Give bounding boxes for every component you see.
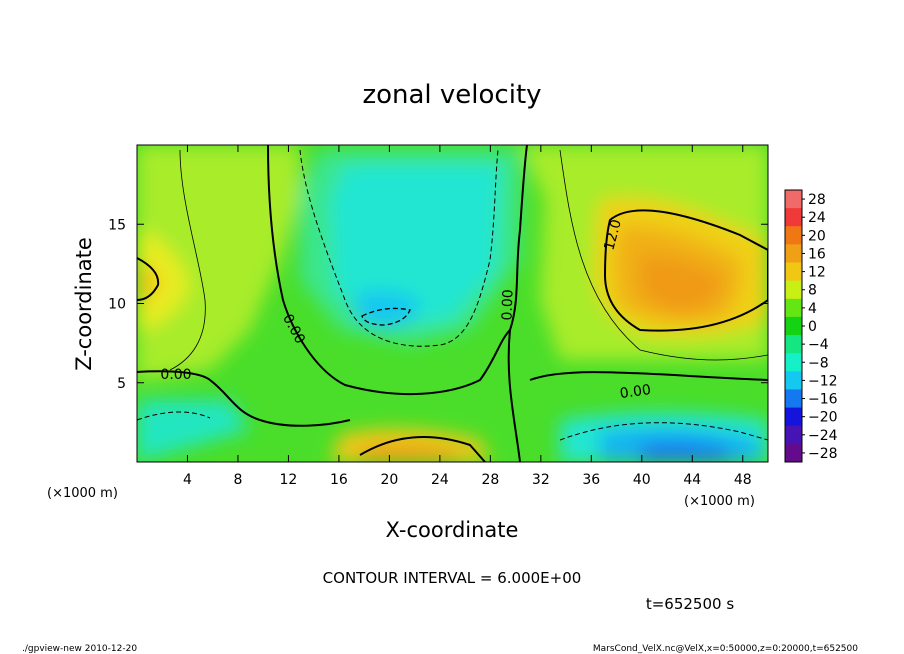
colorbar-swatch (785, 425, 802, 445)
colorbar-swatch (785, 316, 802, 336)
x-tick-label: 16 (330, 472, 348, 488)
colorbar-swatch (785, 389, 802, 409)
x-tick-label: 44 (683, 472, 701, 488)
colorbar-swatch (785, 353, 802, 372)
colorbar-swatch (785, 262, 802, 282)
x-tick-label: 28 (481, 472, 499, 488)
contour-lines (137, 145, 768, 462)
colorbar-swatch (785, 208, 802, 227)
x-unit-left: (×1000 m) (47, 486, 118, 501)
y-tick-label: 10 (108, 297, 126, 313)
colorbar-swatch (785, 244, 802, 264)
time-stamp: t=652500 s (646, 595, 734, 613)
y-axis-label: Z-coordinate (72, 237, 96, 371)
colorbar-label: −4 (808, 337, 829, 353)
footer-left: ./gpview-new 2010-12-20 (22, 644, 137, 654)
x-axis: 4 8 12 16 20 24 28 32 36 40 44 48 (183, 145, 752, 488)
y-axis: 5 10 15 (108, 217, 768, 392)
colorbar-label: 28 (808, 192, 826, 208)
x-tick-label: 8 (233, 472, 242, 488)
colorbar-label: −28 (808, 446, 838, 462)
colorbar-label: 16 (808, 246, 826, 262)
colorbar-swatch (785, 443, 802, 463)
colorbar-label: 8 (808, 283, 817, 299)
colorbar-swatch (785, 280, 802, 300)
colorbar-swatch (785, 190, 802, 209)
colorbar-label: 12 (808, 265, 826, 281)
colorbar-label: −12 (808, 373, 838, 389)
colorbar-label: 20 (808, 228, 826, 244)
colorbar-swatch (785, 407, 802, 427)
x-unit-right: (×1000 m) (684, 494, 755, 509)
x-tick-label: 48 (734, 472, 752, 488)
contour-label: 12.0 (601, 218, 625, 252)
colorbar-label: 24 (808, 210, 826, 226)
colorbar-label: 4 (808, 301, 817, 317)
velocity-field (137, 145, 768, 462)
colorbar-swatch (785, 371, 802, 390)
y-tick-label: 15 (108, 217, 126, 233)
colorbar-swatch (785, 335, 802, 354)
x-axis-label: X-coordinate (386, 518, 519, 542)
x-tick-label: 4 (183, 472, 192, 488)
colorbar-label: 0 (808, 319, 817, 335)
y-tick-label: 5 (117, 376, 126, 392)
colorbar-swatch (785, 298, 802, 318)
contour-interval: CONTOUR INTERVAL = 6.000E+00 (323, 569, 582, 587)
colorbar: 28 24 20 16 12 8 4 0 −4 −8 −12 −16 −20 −24 −28 (784, 189, 838, 463)
colorbar-label: −24 (808, 428, 838, 444)
colorbar-label: −20 (808, 410, 838, 426)
contour-label: 0.00 (619, 382, 652, 402)
contour-label: 0.00 (499, 289, 516, 321)
colorbar-label: −8 (808, 355, 829, 371)
x-tick-label: 20 (380, 472, 398, 488)
footer-right: MarsCond_VelX.nc@VelX,x=0:50000,z=0:2000… (593, 644, 858, 654)
x-tick-label: 32 (532, 472, 550, 488)
x-tick-label: 12 (280, 472, 298, 488)
chart-title: zonal velocity (362, 80, 541, 110)
x-tick-label: 36 (582, 472, 600, 488)
colorbar-swatch (785, 226, 802, 245)
x-tick-label: 40 (633, 472, 651, 488)
contour-label: 0.00 (160, 367, 191, 383)
colorbar-label: −16 (808, 392, 838, 408)
x-tick-label: 24 (431, 472, 449, 488)
